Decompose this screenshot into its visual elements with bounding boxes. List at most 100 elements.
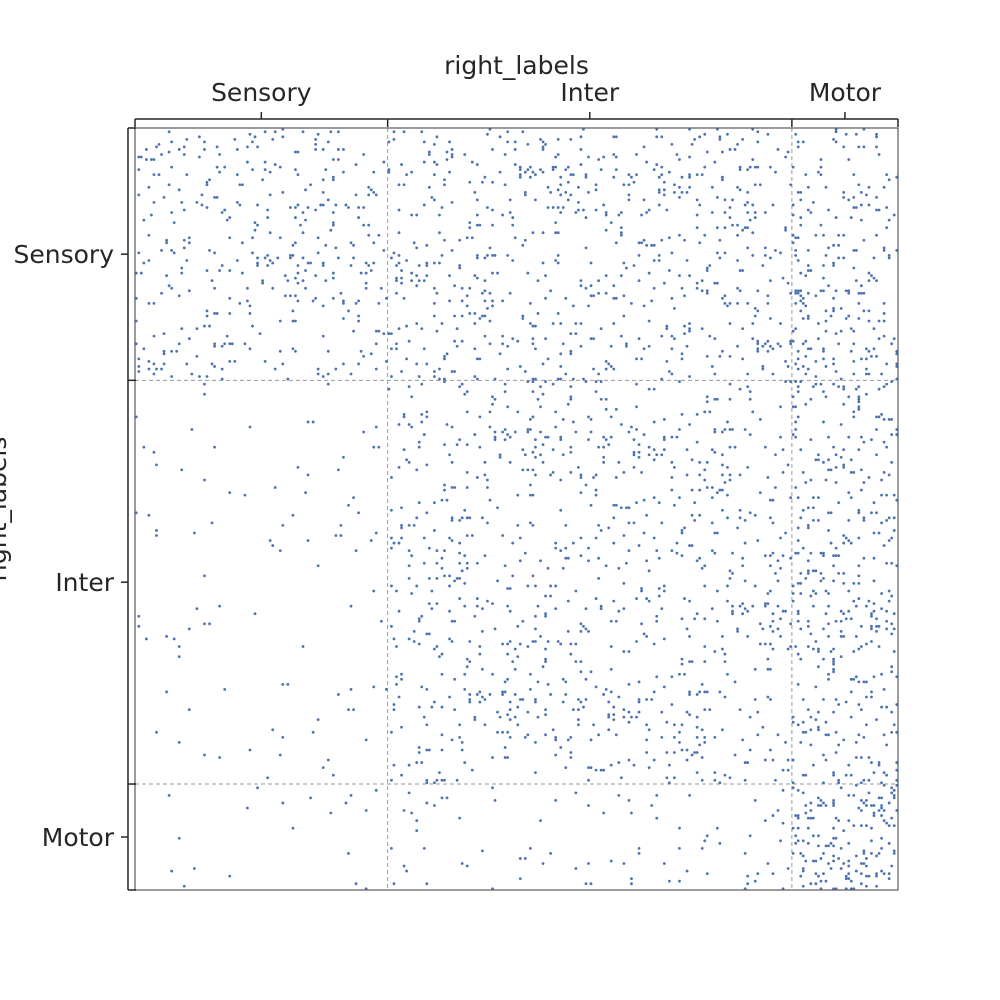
edge-point: [609, 344, 613, 348]
edge-point: [854, 635, 858, 638]
edge-point: [827, 635, 830, 638]
edge-point: [147, 233, 151, 237]
edge-point: [314, 274, 318, 278]
edge-point: [880, 796, 883, 800]
edge-point: [819, 804, 823, 807]
edge-point: [564, 372, 568, 376]
edge-point: [796, 385, 800, 389]
edge-point: [832, 357, 835, 361]
edge-point: [271, 544, 275, 547]
edge-point: [710, 211, 714, 214]
edge-point: [849, 677, 853, 681]
edge-point: [296, 150, 300, 154]
edge-point: [253, 612, 257, 616]
edge-point: [859, 824, 863, 828]
edge-point: [665, 751, 669, 754]
edge-point: [589, 284, 593, 288]
edge-point: [478, 700, 482, 704]
edge-point: [627, 193, 631, 197]
edge-point: [304, 269, 307, 272]
edge-point: [703, 617, 707, 621]
edge-point: [200, 203, 204, 207]
edge-point: [796, 582, 800, 585]
edge-point: [420, 685, 424, 689]
edge-point: [493, 397, 497, 401]
edge-point: [415, 362, 419, 366]
edge-point: [854, 132, 858, 136]
edge-point: [779, 839, 782, 843]
edge-point: [438, 367, 441, 371]
edge-point: [736, 627, 739, 631]
edge-point: [397, 327, 401, 330]
edge-point: [417, 501, 421, 505]
edge-point: [571, 173, 575, 177]
edge-point: [579, 629, 583, 633]
edge-point: [715, 281, 719, 285]
edge-point: [885, 821, 889, 825]
edge-point: [806, 826, 810, 830]
edge-point: [392, 130, 396, 134]
edge-point: [890, 791, 894, 795]
edge-point: [721, 508, 724, 512]
edge-point: [518, 698, 522, 701]
edge-point: [632, 521, 636, 525]
edge-point: [283, 274, 287, 278]
edge-point: [771, 551, 775, 555]
edge-point: [728, 576, 732, 580]
edge-point: [392, 137, 396, 141]
edge-point: [170, 375, 174, 378]
edge-point: [736, 259, 739, 262]
edge-point: [478, 445, 482, 449]
edge-point: [569, 395, 573, 399]
edge-point: [415, 246, 419, 250]
edge-point: [811, 816, 815, 820]
edge-point: [859, 284, 863, 288]
edge-point: [468, 700, 472, 704]
edge-point: [779, 536, 782, 540]
edge-point: [875, 195, 878, 199]
edge-point: [203, 478, 206, 482]
edge-point: [213, 312, 216, 315]
edge-point: [771, 814, 775, 817]
edge-point: [627, 650, 631, 653]
edge-point: [508, 640, 512, 643]
edge-point: [534, 438, 537, 442]
edge-point: [536, 279, 540, 283]
edge-point: [458, 576, 462, 580]
edge-point: [443, 483, 446, 487]
edge-point: [693, 751, 697, 754]
edge-point: [271, 137, 275, 141]
edge-point: [806, 571, 810, 575]
edge-point: [501, 334, 505, 338]
edge-point: [857, 405, 861, 409]
edge-point: [405, 357, 408, 361]
edge-point: [781, 788, 785, 792]
edge-point: [761, 367, 765, 371]
edge-point: [890, 665, 894, 669]
edge-point: [817, 728, 820, 732]
edge-point: [599, 529, 603, 532]
edge-point: [852, 359, 856, 363]
edge-point: [786, 758, 790, 762]
edge-point: [698, 513, 702, 517]
edge-point: [832, 579, 835, 583]
edge-point: [483, 299, 487, 303]
edge-point: [417, 445, 421, 449]
edge-point: [218, 604, 222, 608]
edge-point: [470, 768, 474, 772]
edge-point: [427, 546, 431, 550]
edge-point: [412, 241, 416, 245]
edge-point: [576, 201, 580, 204]
edge-point: [539, 137, 542, 141]
edge-point: [523, 735, 527, 739]
edge-point: [844, 317, 848, 320]
edge-point: [311, 730, 315, 734]
edge-point: [887, 599, 891, 603]
edge-point: [700, 756, 704, 759]
edge-point: [579, 322, 583, 325]
edge-point: [602, 455, 606, 459]
edge-point: [794, 428, 798, 431]
edge-point: [478, 317, 482, 320]
edge-point: [688, 660, 691, 664]
edge-point: [364, 271, 368, 275]
